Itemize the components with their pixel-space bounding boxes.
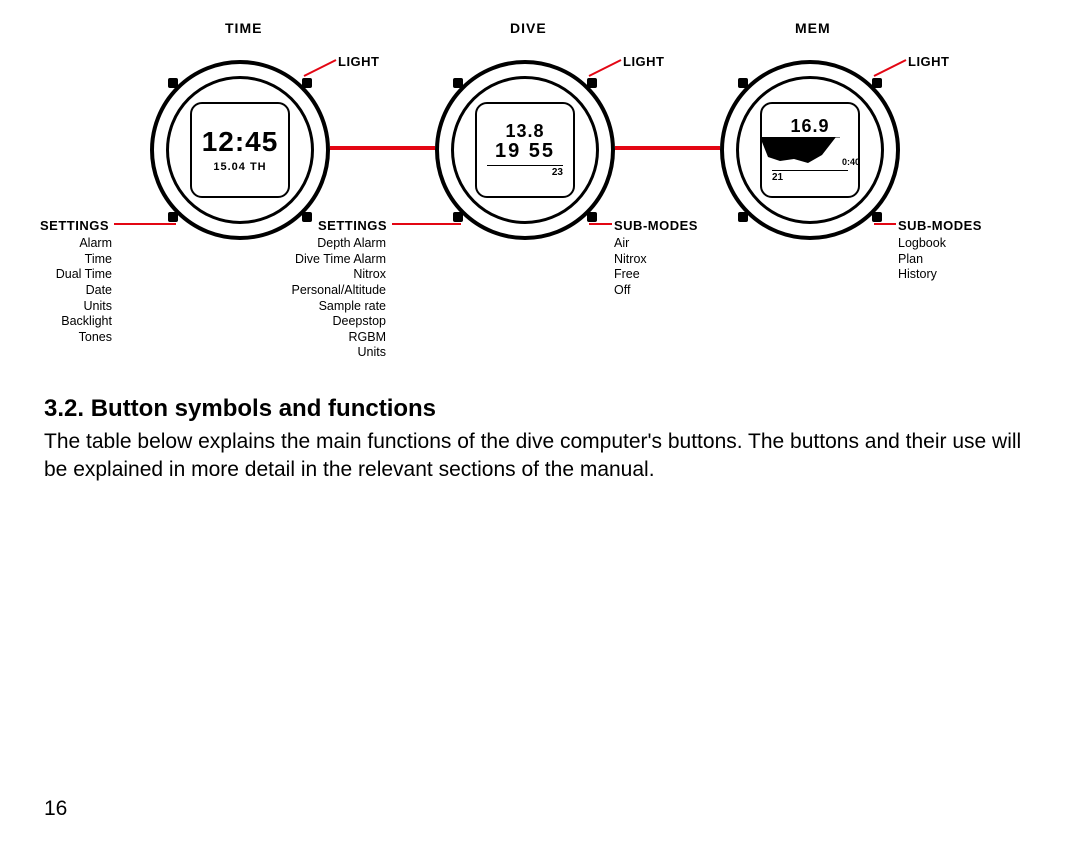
- dive-row-display: 19 55: [495, 140, 555, 162]
- date-display: 15.04 TH: [213, 161, 266, 173]
- button-lug: [872, 78, 882, 88]
- button-lug: [302, 78, 312, 88]
- button-lug: [872, 212, 882, 222]
- callout-list-dive-settings: Depth AlarmDive Time AlarmNitroxPersonal…: [276, 236, 386, 361]
- button-lug: [453, 212, 463, 222]
- callout-item: Sample rate: [276, 299, 386, 315]
- screen-divider: [772, 170, 849, 171]
- mode-title-dive: DIVE: [510, 20, 547, 36]
- callout-item: Backlight: [34, 314, 112, 330]
- callout-item: Deepstop: [276, 314, 386, 330]
- button-lug: [738, 78, 748, 88]
- dive-small-display: 23: [552, 167, 563, 178]
- mode-title-mem: MEM: [795, 20, 831, 36]
- mem-small-display: 21: [772, 172, 783, 183]
- callout-item: Alarm: [34, 236, 112, 252]
- watch-mem: 16.9 0:40 21: [720, 60, 900, 240]
- watch-dive: 13.8 19 55 23: [435, 60, 615, 240]
- callout-item: Tones: [34, 330, 112, 346]
- watch-screen-dive: 13.8 19 55 23: [475, 102, 575, 198]
- callout-item: Dual Time: [34, 267, 112, 283]
- callout-title-mem-submodes: SUB-MODES: [898, 218, 982, 233]
- button-lug: [168, 78, 178, 88]
- callout-item: Air: [614, 236, 714, 252]
- button-lug: [587, 212, 597, 222]
- button-lug: [453, 78, 463, 88]
- profile-time-label: 0:40: [842, 157, 860, 167]
- callout-item: Plan: [898, 252, 998, 268]
- button-lug: [168, 212, 178, 222]
- section-body: The table below explains the main functi…: [44, 428, 1036, 485]
- callout-title-time-settings: SETTINGS: [40, 218, 109, 233]
- callout-item: Units: [34, 299, 112, 315]
- callout-item: History: [898, 267, 998, 283]
- callout-item: Nitrox: [614, 252, 714, 268]
- callout-item: Personal/Altitude: [276, 283, 386, 299]
- callout-list-time-settings: AlarmTimeDual TimeDateUnitsBacklightTone…: [34, 236, 112, 345]
- light-label-mem: LIGHT: [908, 54, 950, 69]
- mode-title-time: TIME: [225, 20, 262, 36]
- connector-time-dive: [330, 146, 435, 150]
- watch-screen-time: 12:45 15.04 TH: [190, 102, 290, 198]
- watch-time: 12:45 15.04 TH: [150, 60, 330, 240]
- callout-item: Off: [614, 283, 714, 299]
- light-label-time: LIGHT: [338, 54, 380, 69]
- callout-item: Date: [34, 283, 112, 299]
- callout-item: Logbook: [898, 236, 998, 252]
- section-title: 3.2. Button symbols and functions: [44, 395, 436, 423]
- connector-dive-mem: [615, 146, 720, 150]
- page-number: 16: [44, 797, 67, 821]
- callout-list-mem-submodes: LogbookPlanHistory: [898, 236, 998, 283]
- mem-depth-display: 16.9: [790, 117, 829, 135]
- callout-item: RGBM: [276, 330, 386, 346]
- callout-item: Units: [276, 345, 386, 361]
- watch-screen-mem: 16.9 0:40 21: [760, 102, 860, 198]
- callout-item: Nitrox: [276, 267, 386, 283]
- callout-title-dive-settings: SETTINGS: [318, 218, 387, 233]
- light-label-dive: LIGHT: [623, 54, 665, 69]
- callout-list-dive-submodes: AirNitroxFreeOff: [614, 236, 714, 299]
- manual-page: TIME DIVE MEM 12:45 15.04 TH: [0, 0, 1080, 855]
- time-display: 12:45: [202, 127, 279, 158]
- callout-item: Depth Alarm: [276, 236, 386, 252]
- mode-diagram: TIME DIVE MEM 12:45 15.04 TH: [0, 0, 1080, 380]
- button-lug: [738, 212, 748, 222]
- callout-item: Dive Time Alarm: [276, 252, 386, 268]
- callout-item: Time: [34, 252, 112, 268]
- dive-profile-chart: [760, 137, 840, 167]
- button-lug: [587, 78, 597, 88]
- button-lug: [302, 212, 312, 222]
- depth-display: 13.8: [505, 122, 544, 140]
- callout-title-dive-submodes: SUB-MODES: [614, 218, 698, 233]
- screen-divider: [487, 165, 564, 166]
- callout-item: Free: [614, 267, 714, 283]
